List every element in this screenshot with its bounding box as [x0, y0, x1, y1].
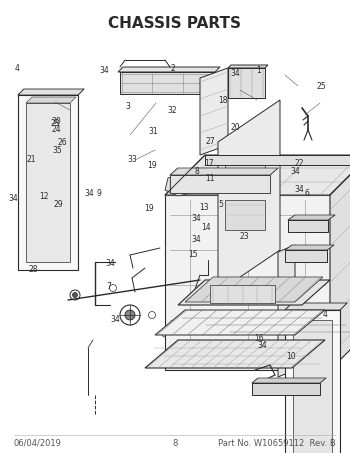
Text: 34: 34 — [230, 69, 240, 78]
Polygon shape — [178, 280, 330, 305]
Text: 34: 34 — [105, 259, 115, 268]
Polygon shape — [285, 303, 347, 310]
Text: 34: 34 — [8, 194, 18, 203]
Polygon shape — [293, 320, 332, 453]
Polygon shape — [228, 68, 265, 98]
Text: 4: 4 — [15, 64, 20, 73]
Polygon shape — [278, 245, 295, 377]
Polygon shape — [155, 310, 325, 335]
Text: 8: 8 — [172, 439, 178, 448]
Polygon shape — [118, 67, 220, 72]
Circle shape — [313, 385, 323, 395]
Text: 06/04/2019: 06/04/2019 — [14, 439, 62, 448]
Text: 16: 16 — [254, 334, 264, 343]
Text: 29: 29 — [54, 200, 64, 209]
Text: 25: 25 — [316, 82, 326, 92]
Polygon shape — [165, 155, 350, 195]
Text: 9: 9 — [97, 189, 102, 198]
Polygon shape — [285, 250, 327, 262]
Text: 17: 17 — [204, 159, 214, 169]
Polygon shape — [252, 378, 326, 383]
Text: 3: 3 — [125, 102, 130, 111]
Text: 2: 2 — [171, 64, 176, 73]
Text: 23: 23 — [50, 119, 60, 128]
Polygon shape — [330, 155, 350, 370]
Text: 26: 26 — [57, 138, 67, 147]
Text: 21: 21 — [27, 155, 36, 164]
Text: 33: 33 — [127, 155, 137, 164]
Text: 19: 19 — [147, 161, 157, 170]
Text: 28: 28 — [28, 265, 38, 274]
Polygon shape — [18, 89, 84, 95]
Text: 15: 15 — [188, 250, 198, 259]
Polygon shape — [18, 95, 78, 270]
Text: 34: 34 — [111, 315, 120, 324]
Polygon shape — [210, 285, 275, 303]
Polygon shape — [200, 68, 228, 155]
Polygon shape — [218, 100, 280, 292]
Text: 23: 23 — [239, 232, 249, 241]
Text: 24: 24 — [52, 125, 62, 134]
Text: 34: 34 — [84, 189, 94, 198]
Text: 14: 14 — [202, 223, 211, 232]
Polygon shape — [252, 383, 320, 395]
Polygon shape — [228, 65, 268, 68]
Text: 35: 35 — [53, 146, 63, 155]
Text: 20: 20 — [230, 123, 240, 132]
Polygon shape — [26, 103, 70, 262]
Polygon shape — [288, 220, 328, 232]
Text: 34: 34 — [294, 185, 304, 194]
Text: 34: 34 — [257, 341, 267, 350]
Polygon shape — [120, 72, 215, 94]
Text: 7: 7 — [106, 282, 111, 291]
Text: 1: 1 — [257, 66, 261, 75]
Text: 19: 19 — [144, 204, 154, 213]
Polygon shape — [165, 172, 198, 196]
Text: 13: 13 — [199, 202, 209, 212]
Text: 34: 34 — [192, 214, 202, 223]
Polygon shape — [205, 155, 350, 165]
Circle shape — [72, 293, 77, 298]
Circle shape — [125, 310, 135, 320]
Text: 18: 18 — [218, 96, 228, 105]
Text: Part No. W10659112  Rev. B: Part No. W10659112 Rev. B — [218, 439, 336, 448]
Text: 32: 32 — [167, 106, 177, 116]
Polygon shape — [225, 200, 265, 230]
Text: 5: 5 — [219, 200, 224, 209]
Text: 30: 30 — [52, 117, 62, 126]
Polygon shape — [285, 310, 340, 453]
Polygon shape — [145, 340, 325, 368]
Text: 34: 34 — [99, 66, 109, 75]
Text: 12: 12 — [39, 192, 49, 201]
Polygon shape — [26, 97, 76, 103]
Polygon shape — [170, 175, 270, 193]
Polygon shape — [288, 215, 335, 220]
Text: 27: 27 — [205, 137, 215, 146]
Text: 34: 34 — [291, 167, 301, 176]
Text: 11: 11 — [205, 173, 215, 183]
Text: 6: 6 — [305, 189, 310, 198]
Polygon shape — [285, 245, 334, 250]
Text: 31: 31 — [148, 127, 158, 136]
Text: CHASSIS PARTS: CHASSIS PARTS — [108, 16, 241, 31]
Text: 34: 34 — [192, 235, 202, 244]
Polygon shape — [225, 155, 265, 190]
Polygon shape — [165, 195, 330, 370]
Text: 4: 4 — [323, 310, 328, 319]
Polygon shape — [185, 277, 323, 302]
Text: 8: 8 — [194, 167, 199, 176]
Polygon shape — [170, 168, 278, 175]
Text: 22: 22 — [294, 159, 304, 169]
Text: 10: 10 — [286, 352, 296, 361]
